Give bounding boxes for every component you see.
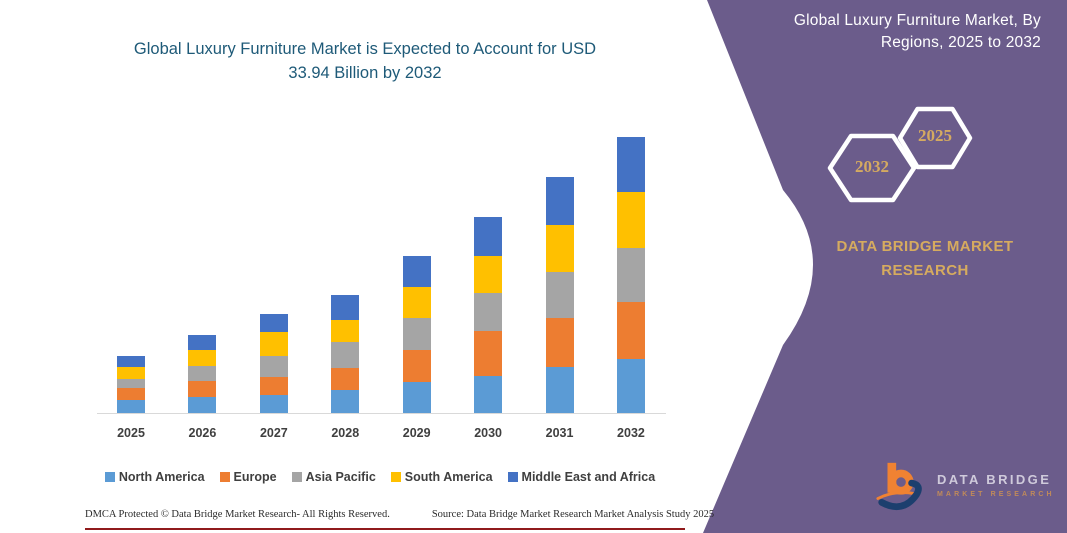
x-axis-tick: 2029 bbox=[402, 426, 431, 440]
segment-asia-pacific bbox=[259, 355, 288, 377]
x-axis-tick: 2030 bbox=[474, 426, 503, 440]
bar-2027: 2027 bbox=[259, 313, 288, 440]
segment-north-america bbox=[402, 382, 431, 413]
segment-south-america bbox=[616, 192, 645, 248]
chart-legend: North America Europe Asia Pacific South Ame… bbox=[80, 470, 680, 484]
bar-2030: 2030 bbox=[474, 216, 503, 440]
segment-asia-pacific bbox=[188, 365, 217, 381]
segment-south-america bbox=[259, 332, 288, 356]
bar-2026: 2026 bbox=[188, 334, 217, 440]
segment-europe bbox=[259, 376, 288, 396]
segment-south-america bbox=[474, 256, 503, 293]
segment-south-america bbox=[188, 349, 217, 366]
panel-title-line2: Regions, 2025 to 2032 bbox=[880, 34, 1041, 52]
logo-text: DATA BRIDGE MARKET RESEARCH bbox=[937, 472, 1055, 498]
legend-label: Middle East and Africa bbox=[521, 470, 656, 484]
legend-swatch-icon bbox=[104, 472, 115, 482]
legend-item-europe: Europe bbox=[219, 470, 277, 484]
segment-south-america bbox=[402, 287, 431, 319]
legend-item-asia-pacific: Asia Pacific bbox=[291, 470, 376, 484]
segment-europe bbox=[545, 318, 574, 367]
segment-north-america bbox=[259, 395, 288, 413]
bar-2032: 2032 bbox=[616, 136, 645, 440]
bar-chart-plot: 2025 2026 2027 2028 2029 2030 2031 2032 bbox=[97, 115, 666, 440]
legend-label: Asia Pacific bbox=[305, 470, 376, 484]
legend-item-north-america: North America bbox=[104, 470, 205, 484]
segment-europe bbox=[117, 387, 145, 400]
source-note: Source: Data Bridge Market Research Mark… bbox=[431, 509, 715, 520]
legend-label: Europe bbox=[233, 470, 277, 484]
segment-middle-east-and-africa bbox=[402, 255, 431, 288]
segment-asia-pacific bbox=[331, 342, 360, 368]
dmca-notice: DMCA Protected © Data Bridge Market Rese… bbox=[85, 509, 390, 520]
hexagon-2032-label: 2032 bbox=[855, 157, 889, 176]
segment-europe bbox=[474, 331, 503, 376]
segment-middle-east-and-africa bbox=[545, 176, 574, 226]
segment-middle-east-and-africa bbox=[259, 313, 288, 333]
segment-asia-pacific bbox=[117, 378, 145, 388]
hexagon-2025-icon bbox=[897, 106, 973, 170]
segment-europe bbox=[616, 301, 645, 360]
company-logo: DATA BRIDGE MARKET RESEARCH bbox=[874, 458, 1055, 512]
legend-label: North America bbox=[118, 470, 205, 484]
segment-north-america bbox=[188, 397, 217, 413]
headline-line1: Global Luxury Furniture Market is Expect… bbox=[133, 40, 597, 58]
segment-north-america bbox=[616, 359, 645, 413]
segment-south-america bbox=[117, 366, 145, 379]
x-axis-tick: 2032 bbox=[617, 426, 645, 440]
segment-north-america bbox=[474, 375, 503, 413]
x-axis-tick: 2027 bbox=[259, 426, 288, 440]
x-axis-tick: 2025 bbox=[117, 426, 145, 440]
headline-line2: 33.94 Billion by 2032 bbox=[288, 63, 442, 82]
logo-name: DATA BRIDGE bbox=[937, 472, 1052, 487]
segment-middle-east-and-africa bbox=[117, 355, 145, 367]
footer: DMCA Protected © Data Bridge Market Rese… bbox=[85, 509, 714, 520]
bar-chart-bars: 2025 2026 2027 2028 2029 2030 2031 2032 bbox=[117, 115, 645, 440]
segment-europe bbox=[331, 367, 360, 391]
segment-middle-east-and-africa bbox=[188, 334, 217, 350]
brand-wordmark: DATA BRIDGE MARKET RESEARCH bbox=[836, 238, 1014, 279]
bar-2028: 2028 bbox=[331, 295, 360, 440]
segment-middle-east-and-africa bbox=[331, 295, 360, 321]
x-axis-tick: 2028 bbox=[331, 426, 360, 440]
x-axis-tick: 2026 bbox=[188, 426, 217, 440]
segment-asia-pacific bbox=[616, 247, 645, 302]
legend-item-middle-east-and-africa: Middle East and Africa bbox=[507, 470, 656, 484]
purple-panel-shape bbox=[703, 0, 1067, 533]
segment-middle-east-and-africa bbox=[616, 136, 645, 193]
segment-europe bbox=[188, 380, 217, 398]
bar-2025: 2025 bbox=[117, 355, 145, 440]
bottom-rule bbox=[85, 528, 685, 530]
legend-swatch-icon bbox=[291, 472, 302, 482]
segment-asia-pacific bbox=[402, 318, 431, 351]
segment-south-america bbox=[331, 320, 360, 343]
legend-swatch-icon bbox=[390, 472, 401, 482]
segment-north-america bbox=[545, 366, 574, 413]
panel-title: Global Luxury Furniture Market, By Regio… bbox=[701, 10, 1041, 55]
hexagon-2025-label: 2025 bbox=[918, 126, 952, 145]
bar-2029: 2029 bbox=[402, 255, 431, 440]
segment-europe bbox=[402, 350, 431, 383]
legend-label: South America bbox=[404, 470, 493, 484]
segment-middle-east-and-africa bbox=[474, 216, 503, 257]
segment-north-america bbox=[331, 390, 360, 413]
legend-item-south-america: South America bbox=[390, 470, 493, 484]
logo-tagline: MARKET RESEARCH bbox=[937, 491, 1055, 498]
segment-asia-pacific bbox=[474, 292, 503, 332]
legend-swatch-icon bbox=[219, 472, 230, 482]
panel-title-line1: Global Luxury Furniture Market, By bbox=[793, 12, 1041, 29]
hexagon-2032-icon bbox=[827, 133, 917, 203]
segment-asia-pacific bbox=[545, 271, 574, 319]
chart-headline: Global Luxury Furniture Market is Expect… bbox=[130, 38, 600, 86]
segment-south-america bbox=[545, 225, 574, 272]
legend-swatch-icon bbox=[507, 472, 518, 482]
x-axis-tick: 2031 bbox=[545, 426, 574, 440]
segment-north-america bbox=[117, 399, 145, 413]
logo-mark-icon bbox=[876, 462, 922, 511]
bar-2031: 2031 bbox=[545, 176, 574, 440]
